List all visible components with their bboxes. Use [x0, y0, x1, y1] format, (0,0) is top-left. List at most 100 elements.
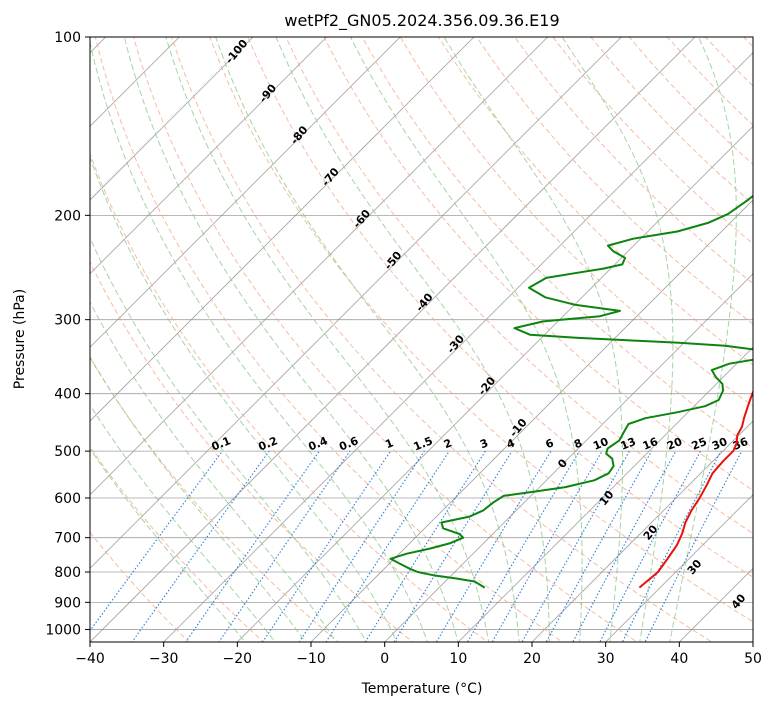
dry-adiabat [399, 37, 753, 407]
y-axis-label: Pressure (hPa) [12, 289, 28, 389]
plot-area: -100-90-80-70-60-50-40-30-20-10010203040… [90, 37, 753, 642]
isotherm-line [90, 37, 328, 275]
isotherm-lines [90, 37, 753, 642]
mixing-ratio-line [599, 450, 701, 642]
y-tick-label: 300 [54, 313, 81, 329]
isotherm-line [90, 37, 549, 496]
mixing-ratio-label: 1 [383, 436, 395, 451]
moist-adiabat [90, 155, 398, 642]
y-tick-label: 100 [54, 30, 81, 46]
sounding-series [389, 194, 753, 589]
mixing-ratio-line [262, 450, 392, 642]
dry-adiabat [90, 531, 190, 642]
x-tick-label: −40 [75, 651, 105, 667]
moist-adiabat [90, 40, 429, 642]
dry-adiabat [90, 446, 265, 642]
mixing-ratio-line [364, 450, 486, 642]
x-tick-label: 20 [523, 651, 541, 667]
moist-adiabat [90, 301, 337, 642]
x-tick-label: 30 [597, 651, 615, 667]
dry-adiabat [247, 37, 753, 578]
y-tick-label: 1000 [45, 622, 81, 638]
isobar-lines [90, 37, 753, 630]
x-tick-label: −10 [296, 651, 326, 667]
mixing-ratio-line [298, 450, 425, 642]
y-tick-label: 600 [54, 491, 81, 507]
plot-frame [89, 36, 754, 643]
isotherm-line [457, 346, 753, 642]
sounding-line-1 [638, 389, 753, 589]
mixing-ratio-label: 16 [641, 435, 660, 453]
mixing-ratio-label: 30 [710, 435, 729, 453]
y-tick-label: 400 [54, 387, 81, 403]
x-tick-label: −30 [149, 651, 179, 667]
dry-adiabat [90, 152, 489, 642]
mixing-ratio-label: 25 [690, 435, 709, 453]
chart-title: wetPf2_GN05.2024.356.09.36.E19 [284, 11, 559, 31]
mixing-ratio-line [218, 450, 351, 642]
mixing-ratio-line [90, 450, 223, 632]
moist-adiabat [350, 37, 583, 642]
moist-adiabat [90, 447, 246, 642]
moist-adiabat [215, 37, 520, 642]
dry-adiabat [90, 260, 414, 642]
dry-adiabat [437, 37, 753, 366]
mixing-ratio-line [393, 450, 513, 642]
sounding-line-2 [389, 194, 753, 589]
x-tick-label: 0 [380, 651, 389, 667]
isotherm-line [531, 420, 753, 642]
mixing-ratio-label: 13 [619, 435, 638, 453]
mixing-ratio-line [325, 450, 450, 642]
mixing-ratio-labels: 0.1 0.2 0.4 0.6 1 1.5 2 3 4 6 8 10 13 16 20 25 30 36 [210, 434, 751, 453]
mixing-ratio-label: 10 [591, 435, 610, 453]
mixing-ratio-line [521, 450, 630, 642]
x-tick-label: 10 [449, 651, 467, 667]
isotherm-line [90, 37, 475, 422]
moist-adiabat [669, 37, 737, 642]
mixing-ratio-line [491, 450, 603, 642]
mixing-ratio-line [644, 450, 743, 642]
dry-adiabat [209, 37, 753, 623]
moist-adiabat [561, 37, 674, 642]
mixing-ratio-label: 3 [478, 436, 490, 451]
y-tick-label: 500 [54, 444, 81, 460]
y-tick-label: 900 [54, 595, 81, 611]
isotherm-line [384, 273, 753, 642]
isotherm-line [605, 494, 753, 642]
x-axis-ticks: −40 −30 −20 −10 0 10 20 30 40 50 [75, 642, 762, 667]
isotherm-line [90, 37, 622, 569]
moist-adiabat [165, 37, 490, 642]
x-tick-label: 40 [670, 651, 688, 667]
dry-adiabat [171, 37, 713, 642]
y-tick-label: 200 [54, 208, 81, 224]
moist-adiabat [90, 404, 276, 642]
isotherm-line [163, 52, 753, 642]
x-tick-label: −20 [223, 651, 253, 667]
mixing-ratio-line [466, 450, 580, 642]
dry-adiabat [132, 37, 638, 642]
x-tick-label: 50 [744, 651, 762, 667]
isotherm-line [236, 125, 753, 642]
y-axis-ticks: 100 200 300 400 500 600 700 800 900 1000 [45, 30, 90, 638]
mixing-ratio-label: 2 [442, 436, 454, 451]
mixing-ratio-label: 36 [731, 435, 750, 453]
dry-adiabat [94, 37, 564, 642]
moist-adiabat [90, 355, 307, 642]
mixing-ratio-label: 8 [572, 436, 584, 451]
mixing-ratio-line [185, 450, 320, 642]
moist-adiabat [443, 37, 623, 642]
isotherm-line [90, 37, 254, 201]
moist-adiabat [90, 236, 367, 642]
dry-adiabat [323, 37, 753, 491]
isotherm-line [90, 37, 401, 348]
dry-adiabats [90, 37, 753, 642]
y-tick-label: 700 [54, 531, 81, 547]
moist-adiabat [275, 37, 550, 642]
mixing-ratio-label: 20 [665, 435, 684, 453]
mixing-ratio-line [435, 450, 552, 642]
y-tick-label: 800 [54, 565, 81, 581]
x-axis-label: Temperature (°C) [361, 681, 483, 697]
dry-adiabat [90, 356, 339, 642]
